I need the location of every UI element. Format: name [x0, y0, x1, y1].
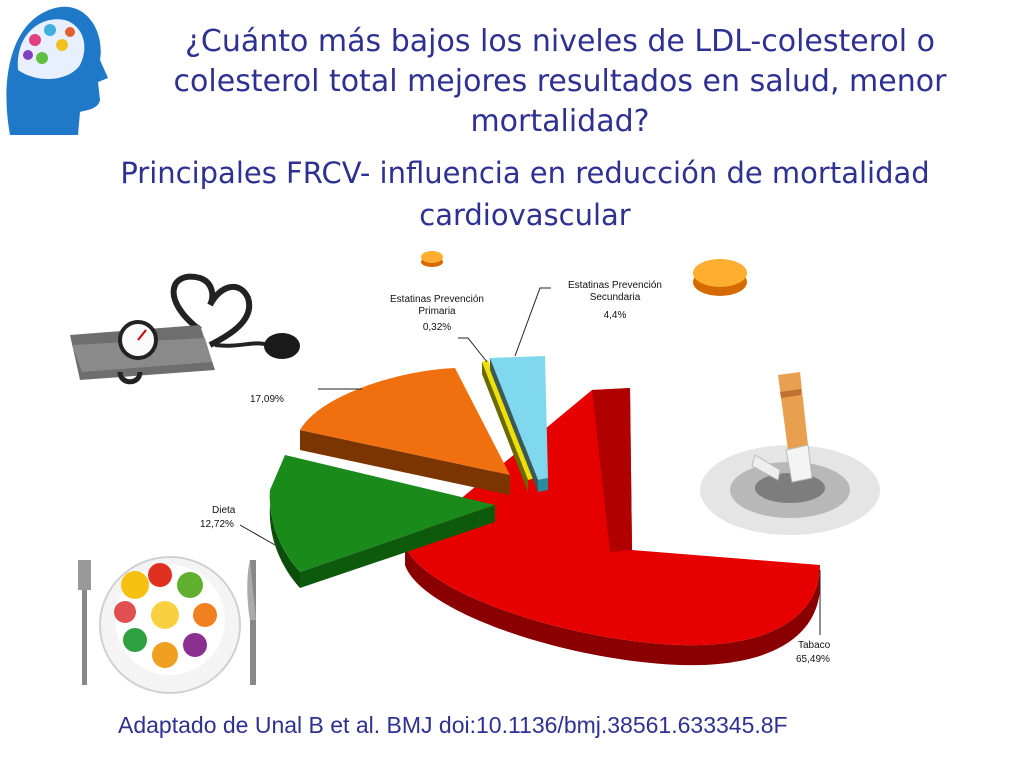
- cigarette-ashtray-icon: [700, 372, 880, 535]
- slide-subtitle: Principales FRCV- influencia en reducció…: [120, 156, 930, 232]
- pie-slice-secundaria: [490, 356, 548, 492]
- label-tabaco-value: 65,49%: [796, 654, 830, 665]
- label-dieta-value: 12,72%: [200, 519, 234, 530]
- label-secundaria-name: Estatinas Prevención Secundaria: [568, 280, 662, 303]
- pie-slice-presion: [300, 368, 510, 495]
- source-citation: Adaptado de Unal B et al. BMJ doi:10.113…: [118, 712, 788, 738]
- label-presion-value: 17,09%: [250, 394, 284, 405]
- leader-lines: [239, 287, 821, 635]
- pill-icon: [693, 259, 747, 296]
- label-primaria-name: Estatinas Prevención Primaria: [390, 294, 484, 317]
- blood-pressure-monitor-icon: [70, 273, 300, 385]
- fruit-plate-icon: [78, 556, 256, 694]
- label-tabaco-name: Tabaco: [798, 640, 831, 651]
- label-primaria-value: 0,32%: [423, 322, 451, 333]
- pie-slice-tabaco: [405, 388, 820, 666]
- pie-slice-dieta: [269, 455, 495, 588]
- pill-icon: [421, 251, 443, 267]
- slide-title: ¿Cuánto más bajos los niveles de LDL-col…: [173, 24, 947, 139]
- label-secundaria-value: 4,4%: [604, 310, 627, 321]
- brain-head-logo-icon: [6, 6, 108, 136]
- chart-plot: [269, 356, 820, 666]
- label-dieta-name: Dieta: [212, 505, 236, 516]
